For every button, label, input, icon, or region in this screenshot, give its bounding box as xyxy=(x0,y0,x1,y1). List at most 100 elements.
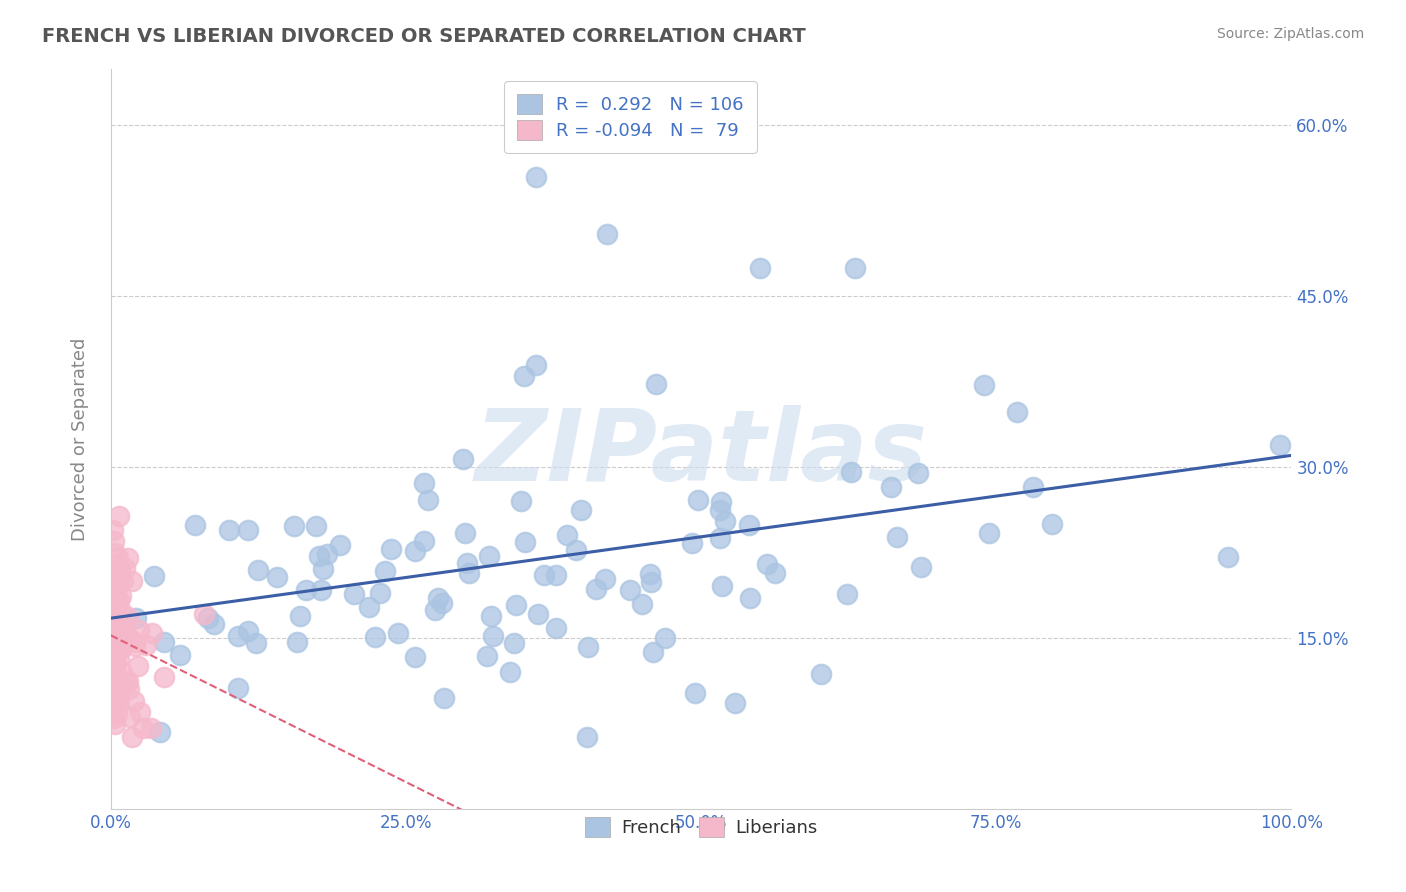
Point xyxy=(143,568,166,582)
Point xyxy=(101,650,124,665)
Point xyxy=(740,591,762,606)
Point xyxy=(153,670,176,684)
Point xyxy=(104,716,127,731)
Point xyxy=(505,599,527,613)
Point xyxy=(103,534,125,549)
Point xyxy=(709,532,731,546)
Point xyxy=(121,574,143,589)
Point xyxy=(101,663,124,677)
Text: FRENCH VS LIBERIAN DIVORCED OR SEPARATED CORRELATION CHART: FRENCH VS LIBERIAN DIVORCED OR SEPARATED… xyxy=(42,27,806,45)
Point xyxy=(115,676,138,690)
Point xyxy=(107,673,129,688)
Point xyxy=(117,673,139,688)
Point xyxy=(315,547,337,561)
Point xyxy=(973,377,995,392)
Point xyxy=(117,551,139,566)
Point xyxy=(1022,479,1045,493)
Point xyxy=(404,544,426,558)
Point xyxy=(204,616,226,631)
Point xyxy=(295,582,318,597)
Point xyxy=(283,519,305,533)
Point xyxy=(245,636,267,650)
Point xyxy=(416,492,439,507)
Point xyxy=(193,607,215,621)
Point xyxy=(886,530,908,544)
Point xyxy=(755,558,778,572)
Point xyxy=(763,566,786,580)
Point xyxy=(427,591,450,605)
Point xyxy=(101,640,124,655)
Point xyxy=(110,563,132,577)
Point xyxy=(711,579,734,593)
Point xyxy=(285,635,308,649)
Point xyxy=(107,575,129,590)
Point xyxy=(110,640,132,655)
Point xyxy=(103,620,125,634)
Point xyxy=(104,664,127,678)
Point xyxy=(131,721,153,735)
Point xyxy=(101,619,124,633)
Point xyxy=(108,650,131,665)
Point xyxy=(107,509,129,524)
Point xyxy=(105,624,128,638)
Point xyxy=(105,613,128,627)
Point xyxy=(839,465,862,479)
Point xyxy=(475,648,498,663)
Point xyxy=(101,523,124,537)
Point xyxy=(370,586,392,600)
Point xyxy=(101,706,124,721)
Point xyxy=(101,640,124,655)
Point xyxy=(141,626,163,640)
Point xyxy=(114,560,136,574)
Point xyxy=(114,622,136,636)
Point xyxy=(533,567,555,582)
Point xyxy=(910,560,932,574)
Point xyxy=(104,644,127,658)
Point xyxy=(120,632,142,647)
Point xyxy=(266,569,288,583)
Point xyxy=(509,494,531,508)
Point xyxy=(129,706,152,720)
Point xyxy=(654,631,676,645)
Point xyxy=(638,566,661,581)
Point xyxy=(710,495,733,509)
Point xyxy=(524,358,547,372)
Point xyxy=(575,730,598,744)
Point xyxy=(524,169,547,184)
Point xyxy=(555,528,578,542)
Point xyxy=(688,493,710,508)
Point xyxy=(749,260,772,275)
Point xyxy=(218,523,240,537)
Point xyxy=(226,681,249,695)
Point xyxy=(105,589,128,603)
Point xyxy=(364,631,387,645)
Point xyxy=(380,541,402,556)
Point xyxy=(423,603,446,617)
Point xyxy=(643,644,665,658)
Point xyxy=(101,612,124,626)
Point xyxy=(125,611,148,625)
Point xyxy=(359,600,381,615)
Point xyxy=(104,662,127,676)
Point xyxy=(880,480,903,494)
Point xyxy=(645,376,668,391)
Point xyxy=(105,673,128,687)
Point xyxy=(110,589,132,603)
Point xyxy=(844,260,866,275)
Point xyxy=(619,583,641,598)
Point xyxy=(101,699,124,714)
Point xyxy=(120,710,142,724)
Point xyxy=(118,682,141,697)
Point xyxy=(413,475,436,490)
Point xyxy=(105,707,128,722)
Point xyxy=(305,519,328,533)
Point xyxy=(907,466,929,480)
Point xyxy=(387,625,409,640)
Point xyxy=(128,623,150,637)
Point xyxy=(585,582,607,596)
Point xyxy=(139,722,162,736)
Point xyxy=(430,596,453,610)
Point xyxy=(104,677,127,691)
Point xyxy=(124,634,146,648)
Point xyxy=(108,696,131,710)
